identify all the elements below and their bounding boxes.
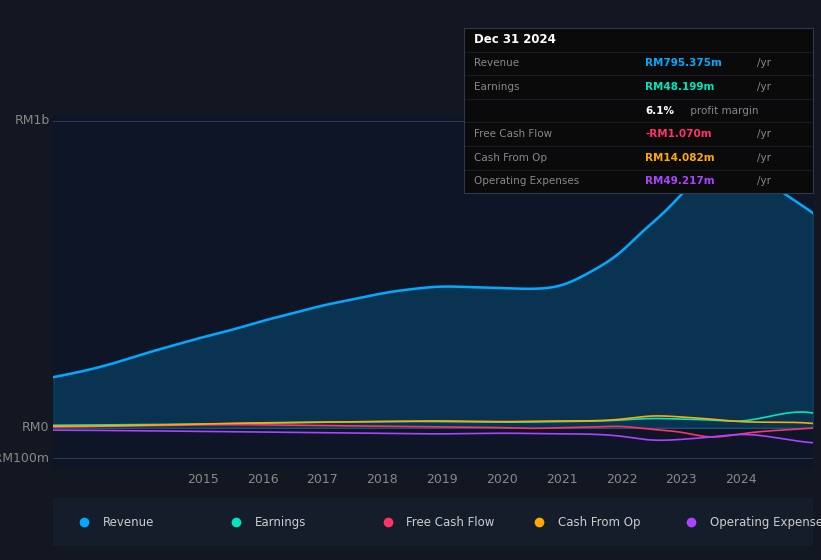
Text: Free Cash Flow: Free Cash Flow <box>475 129 553 139</box>
Text: Dec 31 2024: Dec 31 2024 <box>475 33 556 46</box>
Text: -RM1.070m: -RM1.070m <box>645 129 712 139</box>
Text: RM48.199m: RM48.199m <box>645 82 715 92</box>
Text: Operating Expenses: Operating Expenses <box>710 516 821 529</box>
Text: RM0: RM0 <box>22 421 49 434</box>
Text: profit margin: profit margin <box>687 106 759 115</box>
Text: Earnings: Earnings <box>475 82 520 92</box>
Text: Revenue: Revenue <box>103 516 154 529</box>
Text: /yr: /yr <box>757 82 771 92</box>
Text: RM1b: RM1b <box>14 114 49 128</box>
Text: /yr: /yr <box>757 176 771 186</box>
Text: Cash From Op: Cash From Op <box>558 516 641 529</box>
Text: Free Cash Flow: Free Cash Flow <box>406 516 495 529</box>
Text: RM14.082m: RM14.082m <box>645 153 715 163</box>
Text: /yr: /yr <box>757 58 771 68</box>
Text: RM49.217m: RM49.217m <box>645 176 715 186</box>
Text: /yr: /yr <box>757 153 771 163</box>
Text: Revenue: Revenue <box>475 58 520 68</box>
Text: Cash From Op: Cash From Op <box>475 153 548 163</box>
Text: Operating Expenses: Operating Expenses <box>475 176 580 186</box>
Text: Earnings: Earnings <box>255 516 306 529</box>
Text: 6.1%: 6.1% <box>645 106 674 115</box>
Text: RM795.375m: RM795.375m <box>645 58 722 68</box>
Text: -RM100m: -RM100m <box>0 452 49 465</box>
Text: /yr: /yr <box>757 129 771 139</box>
